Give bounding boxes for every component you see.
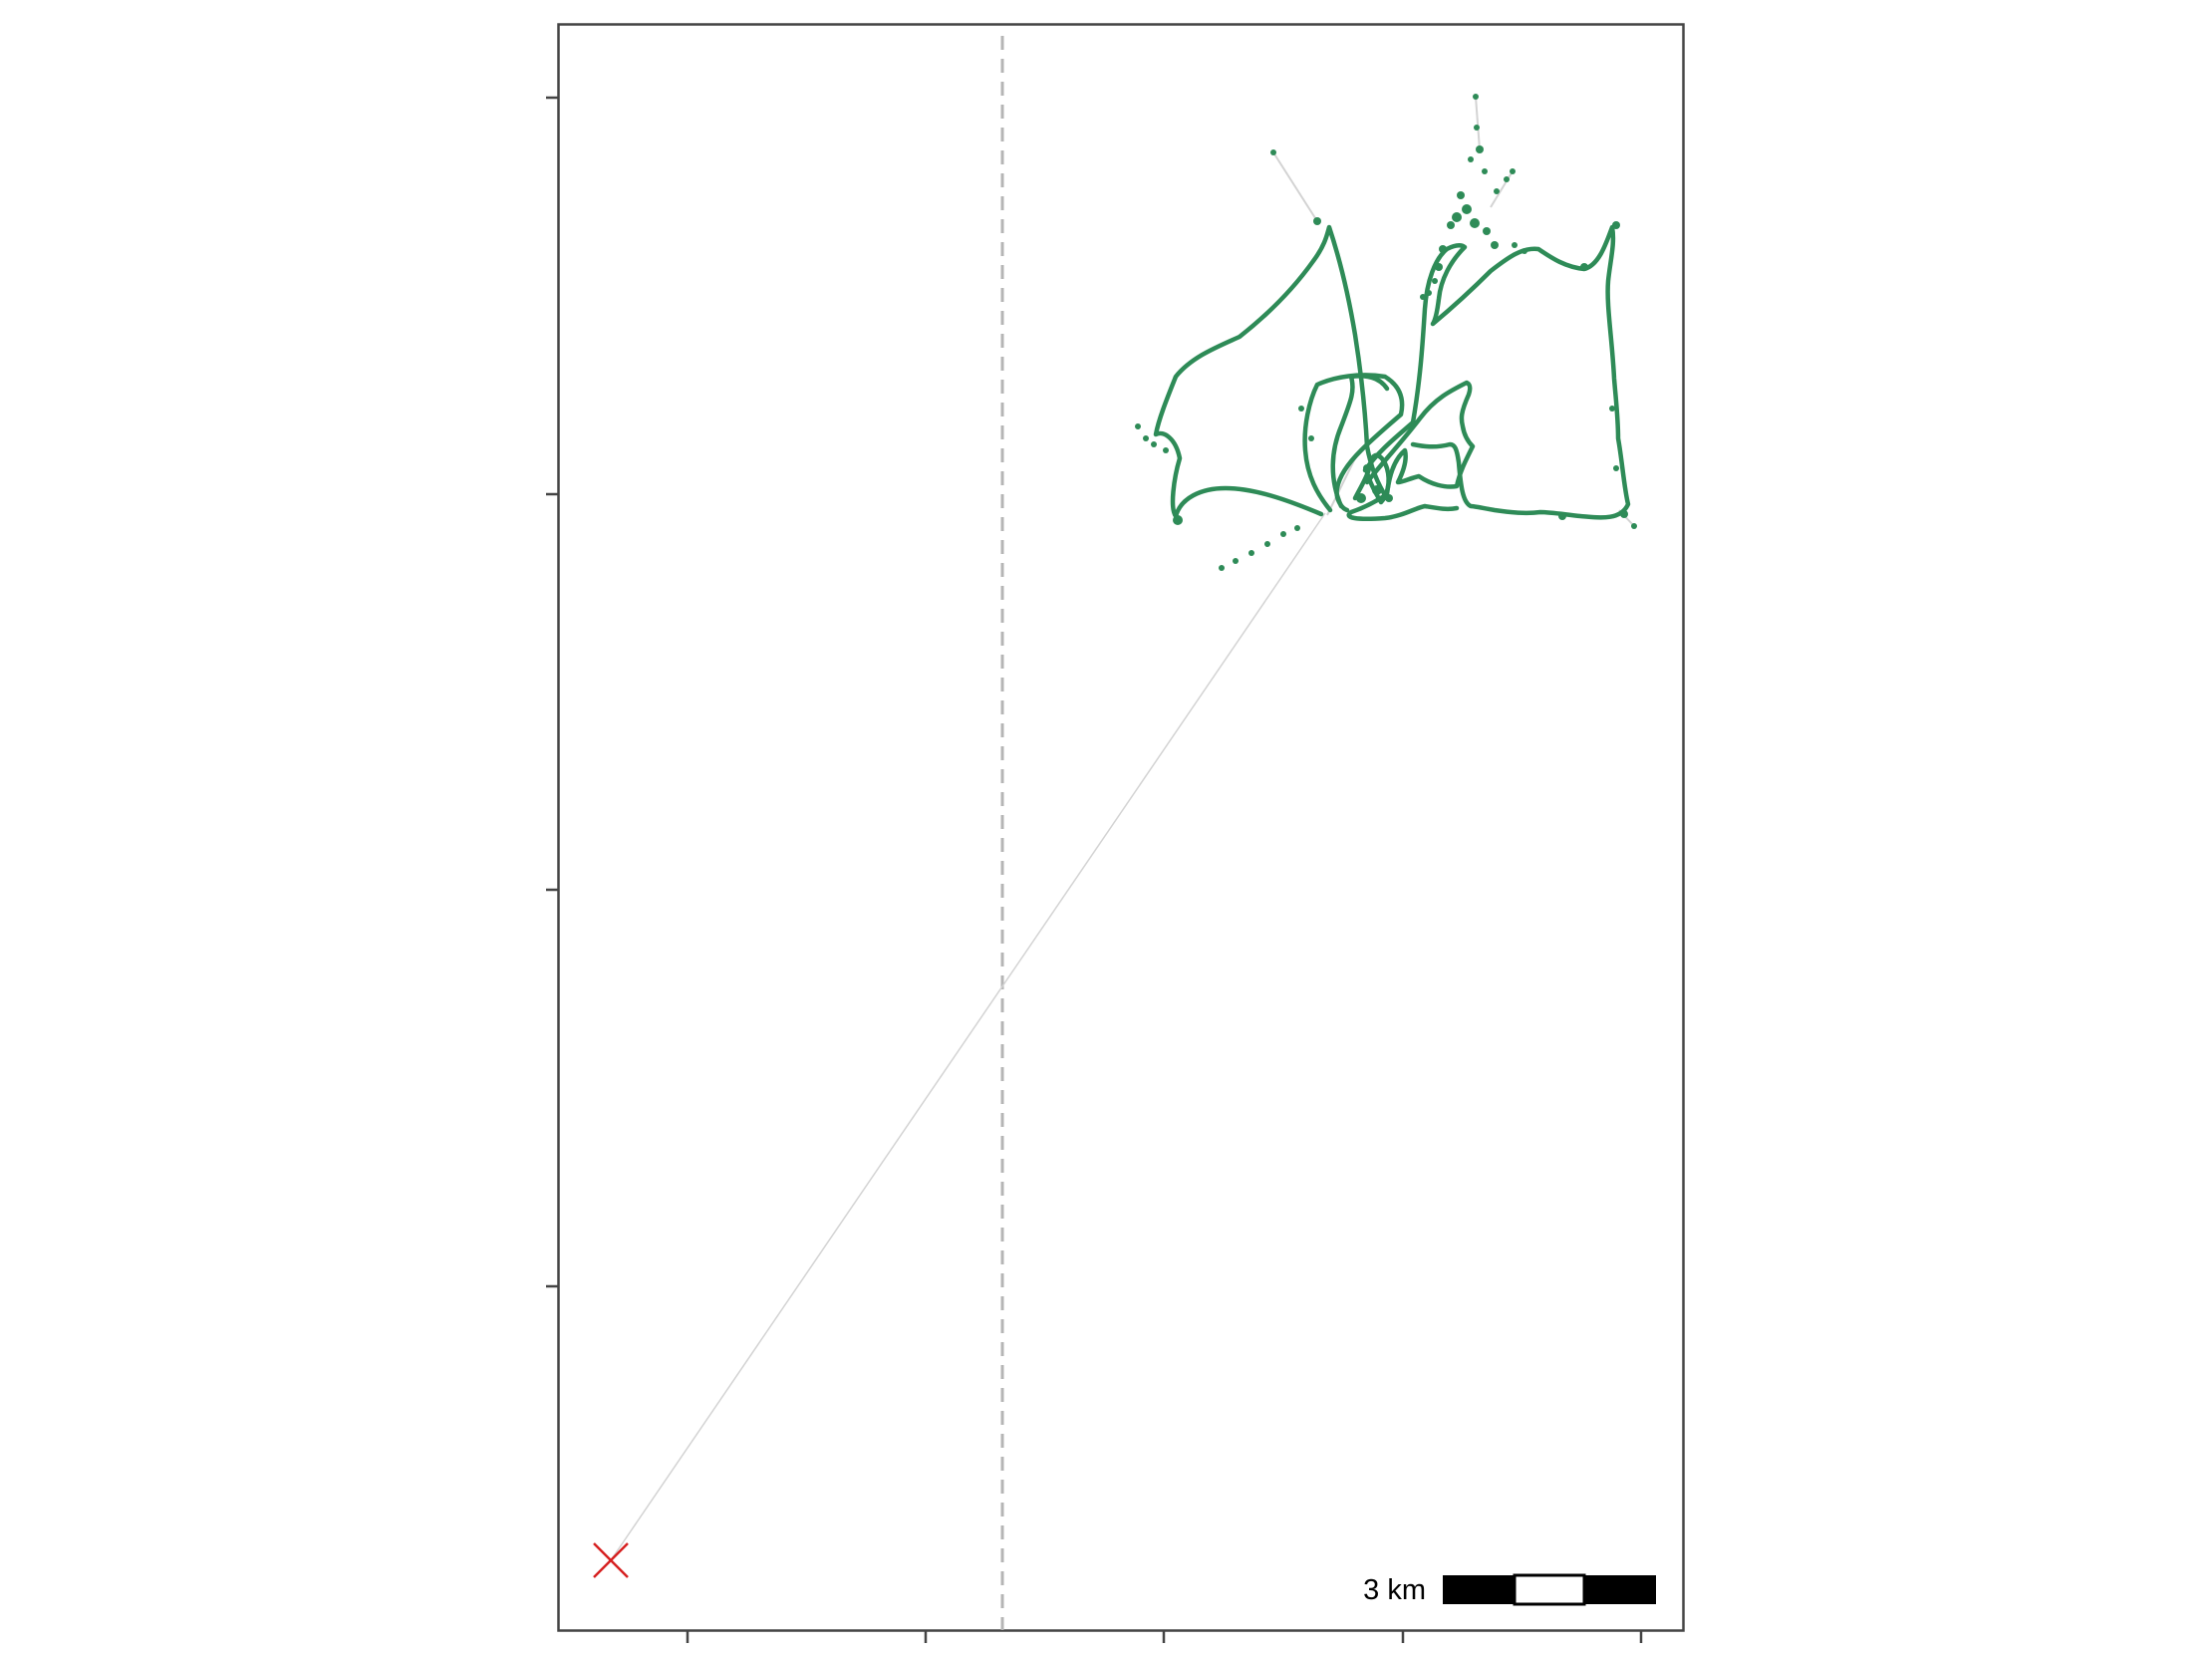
track-segment-inner-loop [1302, 373, 1405, 513]
gps-point [1452, 212, 1462, 222]
x-axis-ticks [686, 1631, 1643, 1643]
gps-points [1135, 94, 1637, 571]
gps-point [1270, 149, 1276, 155]
gps-point [1468, 156, 1474, 162]
gps-point [1613, 465, 1619, 471]
gps-point [1620, 510, 1628, 518]
gps-point [1151, 441, 1157, 447]
gps-point [1163, 447, 1169, 453]
scale-bar-segment [1584, 1575, 1656, 1604]
gps-point [1294, 525, 1300, 531]
gps-point [1135, 423, 1141, 429]
gps-track [1153, 224, 1631, 521]
cross-icon [593, 1542, 629, 1578]
gps-point [1510, 168, 1516, 174]
gps-point [1280, 531, 1286, 537]
gap-segment [1326, 457, 1356, 516]
gps-point [1264, 541, 1270, 547]
gps-point [1474, 125, 1480, 131]
gps-point [1580, 263, 1588, 271]
gps-point [1476, 145, 1484, 153]
track-gap-segments [1272, 96, 1635, 527]
gap-segment [1475, 96, 1481, 150]
track-segment-right-loop [1362, 224, 1631, 520]
gps-point [1491, 241, 1499, 249]
gps-point [1313, 217, 1321, 225]
gps-point [1483, 227, 1491, 235]
gps-point [1308, 435, 1314, 441]
gps-point [1435, 263, 1443, 271]
gps-point [1494, 188, 1500, 194]
gps-point [1432, 278, 1438, 284]
track-segment-left-lobe [1153, 224, 1390, 519]
scale-bar-segment [1513, 1573, 1586, 1606]
gps-point [1457, 191, 1465, 199]
scale-bar: 3 km [1363, 1573, 1656, 1606]
scale-bar-label: 3 km [1363, 1574, 1426, 1606]
gps-point [1426, 290, 1432, 296]
gps-point [1504, 176, 1510, 182]
gps-point [1372, 485, 1382, 495]
gps-point [1248, 550, 1254, 556]
gps-point [1612, 221, 1620, 229]
gps-point [1420, 294, 1426, 300]
gps-point [1609, 406, 1615, 412]
gps-point [1482, 168, 1488, 174]
track-connector-line [610, 512, 1326, 1561]
track-segment-middle-loop [1346, 380, 1476, 521]
gps-point [1363, 464, 1371, 472]
gps-point [1233, 558, 1239, 564]
gps-point [1356, 493, 1366, 503]
gps-point [1462, 204, 1472, 214]
gap-segment [1490, 170, 1514, 208]
gps-point [1173, 515, 1183, 525]
gps-point [1439, 245, 1447, 253]
y-axis-ticks [546, 96, 558, 1288]
gps-point [1470, 218, 1480, 228]
scale-bar-segment [1443, 1575, 1515, 1604]
gps-point [1298, 406, 1304, 412]
gps-point [1558, 512, 1566, 520]
gps-point [1521, 248, 1527, 254]
gps-point [1385, 494, 1393, 502]
gps-point [1512, 242, 1518, 248]
gps-point [1143, 435, 1149, 441]
gps-point [1631, 523, 1637, 529]
gap-segment [1272, 151, 1318, 222]
gps-point [1219, 565, 1225, 571]
gps-point [1447, 221, 1455, 229]
track-segment-inner-strand [1330, 374, 1390, 509]
gps-point [1473, 94, 1479, 100]
